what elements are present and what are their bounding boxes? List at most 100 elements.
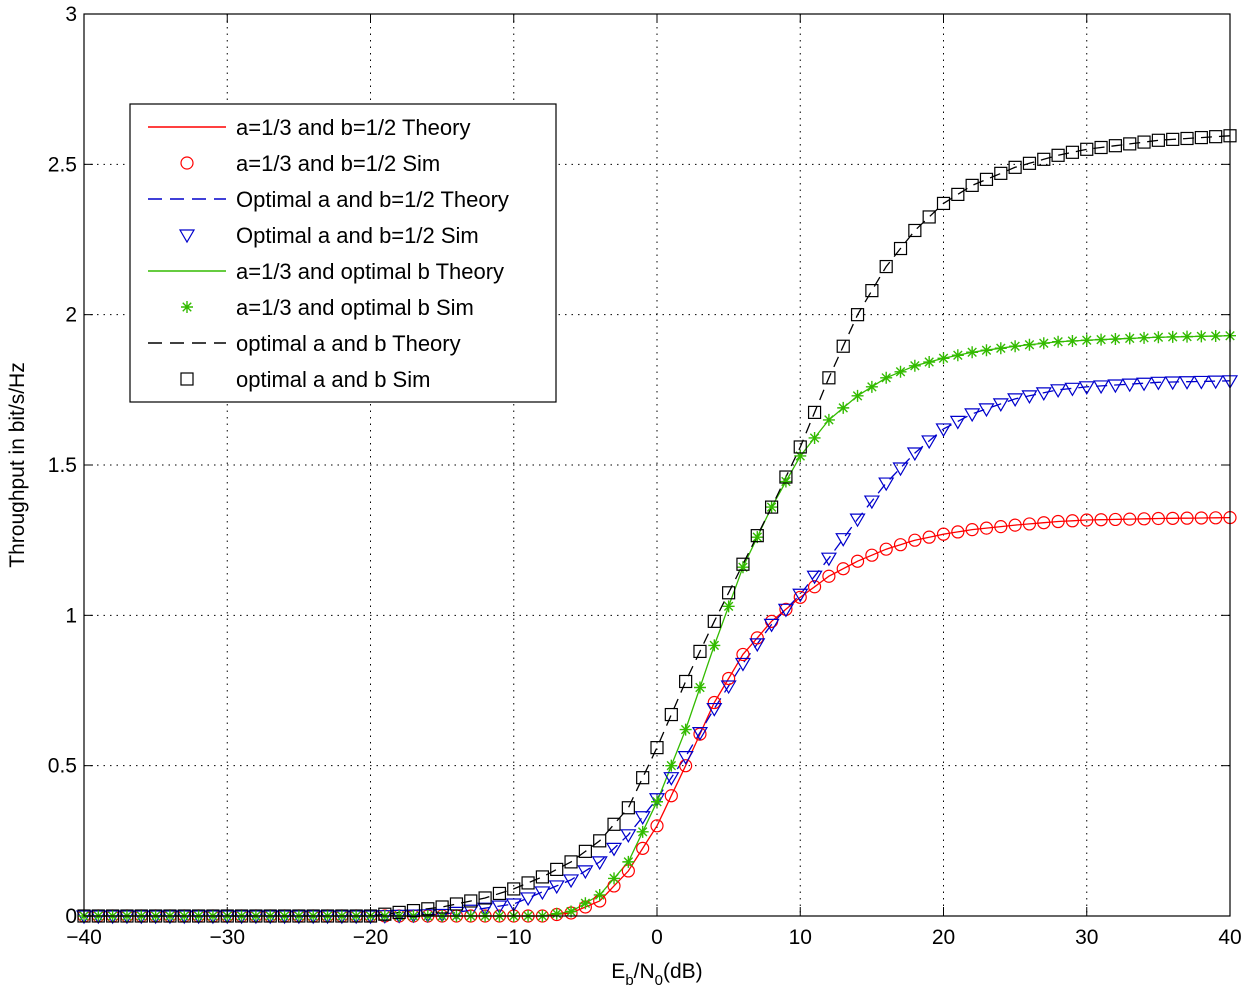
series-point-a-1-3-and-optimal-b bbox=[779, 475, 792, 488]
series-point-optimal-a-and-b bbox=[1166, 132, 1180, 146]
x-tick-label: −10 bbox=[496, 926, 532, 949]
series-point-optimal-a-and-b bbox=[736, 557, 750, 571]
series-point-a-1-3-and-b-1-2 bbox=[908, 533, 922, 547]
series-point-a-1-3-and-optimal-b bbox=[708, 639, 721, 652]
x-tick-label: 0 bbox=[651, 926, 663, 949]
legend-entry-label: a=1/3 and b=1/2 Sim bbox=[236, 151, 440, 176]
x-axis-label-tail: (dB) bbox=[663, 960, 703, 983]
y-tick-label: 0.5 bbox=[48, 755, 77, 778]
legend-box bbox=[129, 103, 557, 403]
series-point-a-1-3-and-optimal-b bbox=[851, 389, 864, 402]
series-point-a-1-3-and-optimal-b bbox=[550, 907, 563, 920]
series-point-a-1-3-and-b-1-2 bbox=[722, 671, 736, 686]
series-point-a-1-3-and-optimal-b bbox=[1195, 330, 1208, 343]
series-point-optimal-a-and-b bbox=[1065, 145, 1080, 159]
series-point-a-1-3-and-b-1-2 bbox=[879, 542, 893, 556]
series-point-optimal-a-and-b-1-2 bbox=[749, 638, 766, 653]
series-point-a-1-3-and-optimal-b bbox=[1166, 330, 1179, 343]
series-point-a-1-3-and-b-1-2 bbox=[1022, 517, 1037, 531]
series-point-optimal-a-and-b bbox=[965, 178, 979, 192]
series-point-optimal-a-and-b bbox=[478, 891, 492, 905]
series-point-a-1-3-and-optimal-b bbox=[693, 681, 706, 694]
x-tick-label: −40 bbox=[66, 926, 102, 949]
series-point-a-1-3-and-b-1-2 bbox=[679, 759, 693, 773]
series-point-optimal-a-and-b-1-2 bbox=[1121, 378, 1138, 393]
series-point-optimal-a-and-b-1-2 bbox=[477, 902, 494, 917]
x-tick-label: 20 bbox=[932, 926, 955, 949]
series-point-optimal-a-and-b-1-2 bbox=[1150, 376, 1167, 391]
series-point-a-1-3-and-b-1-2 bbox=[1065, 514, 1080, 528]
series-point-a-1-3-and-optimal-b bbox=[651, 795, 663, 808]
series-point-optimal-a-and-b bbox=[535, 870, 550, 884]
series-point-a-1-3-and-optimal-b bbox=[765, 501, 778, 514]
series-point-a-1-3-and-b-1-2 bbox=[1151, 511, 1165, 526]
series-point-a-1-3-and-optimal-b bbox=[665, 759, 678, 772]
series-point-optimal-a-and-b-1-2 bbox=[992, 398, 1009, 413]
series-point-optimal-a-and-b bbox=[979, 172, 994, 186]
series-point-optimal-a-and-b bbox=[1094, 140, 1108, 155]
series-point-optimal-a-and-b bbox=[1051, 148, 1065, 162]
series-point-a-1-3-and-b-1-2 bbox=[1166, 511, 1180, 525]
series-point-optimal-a-and-b-1-2 bbox=[763, 618, 780, 633]
legend-swatch-marker bbox=[181, 301, 193, 313]
y-tick-labels: 0 0.5 1 1.5 2 2.5 3 bbox=[48, 3, 77, 928]
series-point-optimal-a-and-b-1-2 bbox=[835, 533, 852, 547]
series-point-optimal-a-and-b bbox=[908, 223, 922, 238]
series-point-optimal-a-and-b-1-2 bbox=[849, 513, 866, 528]
series-point-a-1-3-and-optimal-b bbox=[880, 371, 893, 384]
x-tick-label: 40 bbox=[1218, 926, 1241, 949]
series-point-optimal-a-and-b-1-2 bbox=[620, 829, 637, 844]
series-point-optimal-a-and-b-1-2 bbox=[491, 900, 508, 915]
series-point-optimal-a-and-b-1-2 bbox=[1207, 375, 1224, 390]
series-point-a-1-3-and-optimal-b bbox=[837, 401, 850, 414]
series-point-optimal-a-and-b-1-2 bbox=[1078, 381, 1095, 396]
series-point-optimal-a-and-b-1-2 bbox=[792, 588, 809, 603]
series-point-a-1-3-and-optimal-b bbox=[865, 380, 878, 393]
series-point-optimal-a-and-b bbox=[879, 259, 893, 274]
series-point-optimal-a-and-b bbox=[822, 371, 836, 385]
series-point-optimal-a-and-b-1-2 bbox=[548, 880, 565, 895]
legend-entry-label: Optimal a and b=1/2 Sim bbox=[236, 223, 479, 248]
series-point-a-1-3-and-b-1-2 bbox=[793, 590, 807, 604]
series-point-a-1-3-and-optimal-b bbox=[565, 905, 578, 918]
series-point-optimal-a-and-b bbox=[1080, 142, 1094, 156]
series-point-optimal-a-and-b bbox=[550, 862, 564, 876]
x-tick-labels: −40 −30 −20 −10 0 10 20 30 40 bbox=[66, 926, 1241, 949]
series-point-a-1-3-and-b-1-2 bbox=[850, 554, 865, 568]
series-point-optimal-a-and-b-1-2 bbox=[462, 904, 479, 919]
series-point-optimal-a-and-b bbox=[593, 834, 607, 848]
series-point-a-1-3-and-optimal-b bbox=[1066, 334, 1079, 347]
legend-entry-label: a=1/3 and optimal b Theory bbox=[236, 259, 504, 284]
series-point-optimal-a-and-b bbox=[807, 405, 822, 419]
series-point-optimal-a-and-b-1-2 bbox=[1064, 382, 1081, 397]
series-point-optimal-a-and-b-1-2 bbox=[706, 702, 723, 717]
series-point-a-1-3-and-optimal-b bbox=[736, 561, 749, 574]
series-point-a-1-3-and-b-1-2 bbox=[664, 789, 678, 803]
series-point-optimal-a-and-b bbox=[836, 339, 850, 353]
series-point-a-1-3-and-optimal-b bbox=[608, 872, 621, 885]
series-point-a-1-3-and-optimal-b bbox=[822, 413, 835, 426]
series-point-optimal-a-and-b-1-2 bbox=[634, 811, 651, 825]
series-point-optimal-a-and-b bbox=[435, 900, 449, 914]
x-axis-label-mid: /N bbox=[634, 960, 655, 983]
y-tick-label: 0 bbox=[65, 905, 77, 928]
x-tick-label: 30 bbox=[1075, 926, 1098, 949]
series-point-a-1-3-and-b-1-2 bbox=[1094, 513, 1108, 527]
series-point-a-1-3-and-b-1-2 bbox=[1180, 511, 1194, 525]
series-point-a-1-3-and-optimal-b bbox=[980, 344, 993, 357]
series-point-optimal-a-and-b bbox=[392, 905, 406, 919]
series-point-optimal-a-and-b-1-2 bbox=[921, 435, 938, 450]
x-tick-label: 10 bbox=[789, 926, 812, 949]
series-point-optimal-a-and-b-1-2 bbox=[734, 657, 751, 672]
series-point-optimal-a-and-b-1-2 bbox=[1035, 387, 1052, 402]
series-point-a-1-3-and-optimal-b bbox=[937, 352, 950, 365]
series-point-a-1-3-and-b-1-2 bbox=[1080, 513, 1094, 527]
series-point-optimal-a-and-b bbox=[764, 500, 779, 514]
series-point-optimal-a-and-b-1-2 bbox=[878, 477, 895, 492]
series-point-optimal-a-and-b-1-2 bbox=[591, 856, 608, 871]
series-point-optimal-a-and-b bbox=[1137, 135, 1151, 149]
series-point-a-1-3-and-optimal-b bbox=[908, 359, 921, 372]
series-point-optimal-a-and-b bbox=[1108, 139, 1123, 153]
series-point-optimal-a-and-b bbox=[893, 241, 908, 256]
legend-swatch-marker bbox=[180, 372, 194, 386]
